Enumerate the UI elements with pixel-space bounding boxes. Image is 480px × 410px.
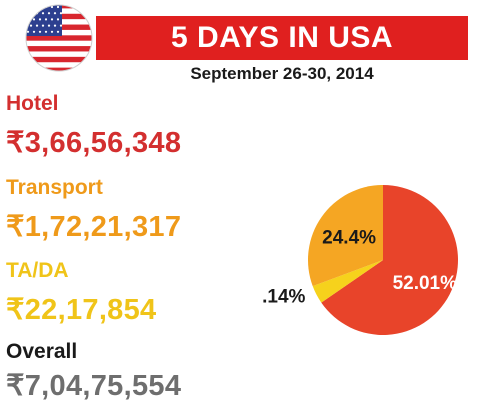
- flag-star: [38, 30, 42, 33]
- flag-star: [26, 30, 30, 33]
- flag-star: [44, 18, 48, 21]
- flag-star: [59, 12, 63, 15]
- flag-star: [47, 24, 51, 27]
- tada-amount: ₹22,17,854: [6, 294, 157, 326]
- flag-star: [56, 5, 60, 9]
- pie-slice: [321, 185, 459, 335]
- flag-star: [41, 12, 45, 15]
- flag-star: [56, 30, 60, 33]
- flag-star: [56, 18, 60, 21]
- slice-label: 24.4%: [322, 228, 376, 249]
- expense-pie-chart: 52.01% 24.4% 3.14%: [262, 184, 459, 335]
- slice-label: 3.14%: [262, 286, 306, 307]
- overall-label: Overall: [6, 340, 78, 363]
- flag-star: [53, 24, 57, 27]
- flag-star: [29, 12, 33, 15]
- flag-star: [38, 18, 42, 21]
- flag-star: [50, 30, 54, 33]
- overall-amount: ₹7,04,75,554: [6, 370, 182, 402]
- flag-star: [35, 24, 39, 27]
- flag-star: [44, 30, 48, 33]
- tada-label: TA/DA: [6, 259, 69, 282]
- hotel-label: Hotel: [6, 92, 59, 115]
- page-title: 5 DAYS IN USA: [96, 16, 468, 60]
- pie-slice: [312, 260, 383, 303]
- flag-star: [50, 5, 54, 9]
- flag-stripe: [26, 67, 92, 71]
- flag-star: [32, 18, 36, 21]
- hotel-amount: ₹3,66,56,348: [6, 127, 182, 159]
- slice-label: 52.01%: [393, 273, 458, 294]
- flag-star: [47, 12, 51, 15]
- flag-star: [32, 30, 36, 33]
- flag-star: [38, 5, 42, 9]
- flag-star: [53, 12, 57, 15]
- date-range: September 26-30, 2014: [190, 64, 374, 83]
- flag-star: [50, 18, 54, 21]
- flag-stripe: [26, 35, 92, 41]
- usa-flag-icon: [25, 4, 93, 72]
- flag-star: [41, 24, 45, 27]
- flag-star: [26, 5, 30, 9]
- pie-slice: [307, 184, 383, 287]
- flag-star: [26, 18, 30, 21]
- flag-star: [32, 5, 36, 9]
- flag-star: [59, 24, 63, 27]
- transport-amount: ₹1,72,21,317: [6, 211, 182, 243]
- flag-stripe: [26, 46, 92, 52]
- transport-label: Transport: [6, 176, 103, 199]
- flag-stripe: [26, 56, 92, 63]
- flag-star: [29, 24, 33, 27]
